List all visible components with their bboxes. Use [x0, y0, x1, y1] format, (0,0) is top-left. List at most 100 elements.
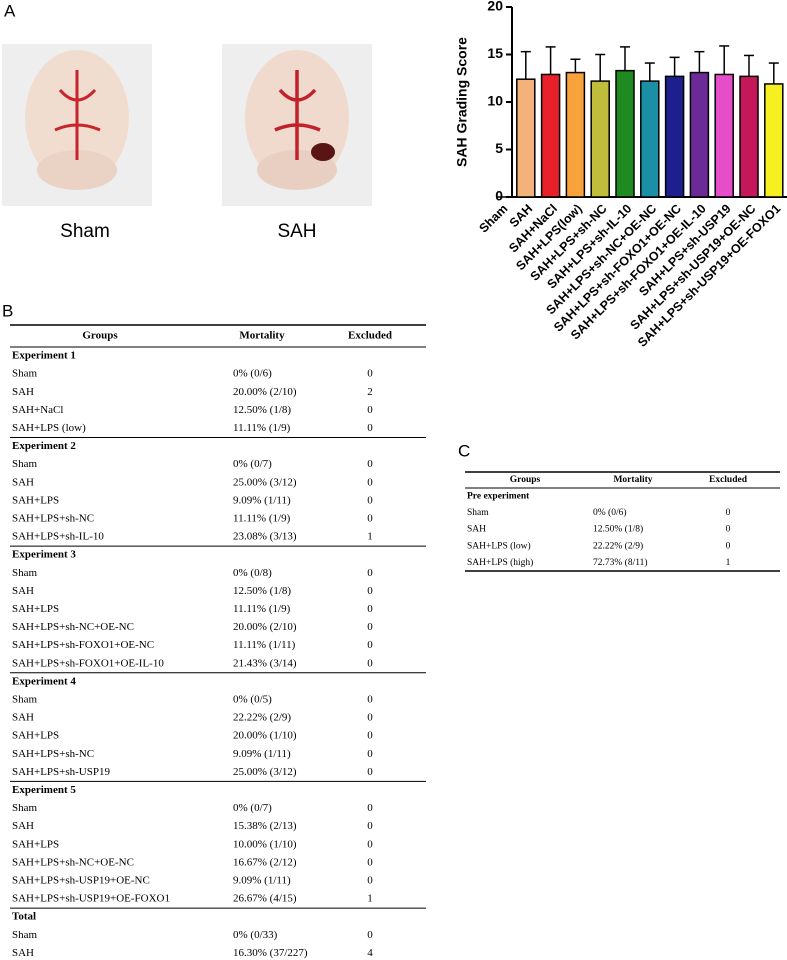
table-cell: 12.50% (1/8) — [593, 524, 643, 535]
table-cell: 0 — [367, 494, 373, 506]
y-tick-label: 0 — [495, 188, 503, 204]
table-cell: 0 — [726, 541, 731, 551]
table-cell: 0 — [367, 512, 373, 524]
table-cell: 0 — [367, 422, 373, 434]
panel-label: C — [458, 441, 470, 460]
table-cell: Sham — [12, 458, 38, 470]
table-cell: 20.00% (2/10) — [233, 386, 297, 398]
panel-label: A — [4, 1, 16, 20]
table-cell: Sham — [12, 368, 38, 380]
table-cell: 0% (0/7) — [233, 802, 272, 814]
table-cell: 16.30% (37/227) — [233, 947, 308, 959]
table-cell: 0% (0/8) — [233, 567, 272, 579]
table-cell: 1 — [726, 558, 731, 568]
table-cell: 0 — [367, 404, 373, 416]
table-cell: SAH — [12, 947, 34, 959]
y-axis-label: SAH Grading Score — [454, 37, 470, 167]
bar — [640, 80, 660, 198]
table-cell: 9.09% (1/11) — [233, 748, 291, 760]
table-cell: 0 — [367, 929, 373, 941]
table-cell: 2 — [367, 386, 373, 398]
table-cell: 23.08% (3/13) — [233, 531, 297, 543]
table-cell: 0 — [367, 657, 373, 669]
table-cell: 21.43% (3/14) — [233, 657, 297, 669]
table-cell: 9.09% (1/11) — [233, 874, 291, 886]
table-cell: Sham — [467, 508, 489, 518]
y-tick-label: 20 — [487, 0, 503, 14]
table-cell: 25.00% (3/12) — [233, 476, 297, 488]
table-cell: 0 — [367, 603, 373, 615]
table-cell: 25.00% (3/12) — [233, 766, 297, 778]
section-title: Pre experiment — [467, 491, 530, 501]
table-cell: 1 — [367, 893, 373, 905]
y-tick-label: 5 — [495, 140, 503, 156]
table-cell: SAH — [12, 386, 34, 398]
table-cell: SAH+LPS+sh-IL-10 — [12, 531, 104, 543]
table-cell: 0% (0/7) — [233, 458, 272, 470]
table-cell: 16.67% (2/12) — [233, 856, 297, 868]
table-cell: 0 — [726, 525, 731, 535]
bar — [664, 75, 685, 198]
table-cell: SAH+LPS (low) — [467, 540, 531, 551]
table-cell: 0 — [726, 508, 731, 518]
column-header: Excluded — [709, 475, 748, 485]
table-cell: SAH+NaCl — [12, 404, 63, 416]
table-cell: 15.38% (2/13) — [233, 820, 297, 832]
section-title: Experiment 1 — [12, 350, 76, 362]
table-cell: SAH — [12, 585, 34, 597]
table-cell: 0 — [367, 856, 373, 868]
table-cell: SAH+LPS+sh-NC — [12, 748, 94, 760]
table-cell: 11.11% (1/9) — [233, 422, 291, 434]
table-cell: Sham — [12, 693, 38, 705]
table-cell: 0 — [367, 712, 373, 724]
table-cell: Sham — [12, 802, 38, 814]
table-cell: 22.22% (2/9) — [593, 540, 643, 551]
table-cell: 0 — [367, 693, 373, 705]
photo-label: Sham — [60, 221, 110, 242]
table-cell: 12.50% (1/8) — [233, 585, 291, 597]
table-cell: SAH+LPS+sh-NC+OE-NC — [12, 621, 134, 633]
table-cell: 12.50% (1/8) — [233, 404, 291, 416]
table-cell: SAH+LPS+sh-NC+OE-NC — [12, 856, 134, 868]
table-cell: 0 — [367, 748, 373, 760]
section-title: Experiment 4 — [12, 675, 76, 687]
table-cell: 0 — [367, 838, 373, 850]
table-cell: 4 — [367, 947, 373, 959]
bar — [540, 73, 561, 198]
table-cell: SAH — [467, 525, 486, 535]
table-cell: SAH+LPS — [12, 494, 59, 506]
photo-sah — [222, 44, 372, 206]
bar — [565, 71, 586, 198]
x-tick-label: Sham — [476, 202, 510, 236]
table-cell: SAH — [12, 820, 34, 832]
table-cell: SAH+LPS (high) — [467, 557, 533, 568]
table-cell: SAH+LPS — [12, 730, 59, 742]
table-cell: SAH+LPS+sh-NC — [12, 512, 94, 524]
section-title: Experiment 3 — [12, 549, 76, 561]
column-header: Excluded — [348, 330, 392, 342]
table-cell: 11.11% (1/9) — [233, 603, 291, 615]
bar — [739, 75, 759, 198]
table-cell: 20.00% (2/10) — [233, 621, 297, 633]
table-cell: SAH — [12, 712, 34, 724]
table-cell: SAH+LPS (low) — [12, 422, 86, 434]
table-cell: 0% (0/6) — [593, 507, 627, 518]
column-header: Mortality — [239, 330, 285, 342]
table-cell: 0 — [367, 476, 373, 488]
y-tick-label: 10 — [487, 93, 503, 109]
table-cell: 0 — [367, 730, 373, 742]
column-header: Groups — [510, 475, 541, 485]
table-cell: SAH — [12, 476, 34, 488]
table-cell: SAH+LPS — [12, 603, 59, 615]
table-cell: 0 — [367, 874, 373, 886]
table-cell: 20.00% (1/10) — [233, 730, 297, 742]
table-cell: 0 — [367, 766, 373, 778]
table-cell: 0% (0/6) — [233, 368, 272, 380]
table-cell: 0 — [367, 567, 373, 579]
table-cell: SAH+LPS+sh-FOXO1+OE-IL-10 — [12, 657, 164, 669]
table-cell: SAH+LPS+sh-USP19 — [12, 766, 110, 778]
table-cell: 0% (0/33) — [233, 929, 278, 941]
table-cell: 1 — [367, 531, 373, 543]
table-cell: Sham — [12, 929, 38, 941]
table-cell: 0 — [367, 458, 373, 470]
